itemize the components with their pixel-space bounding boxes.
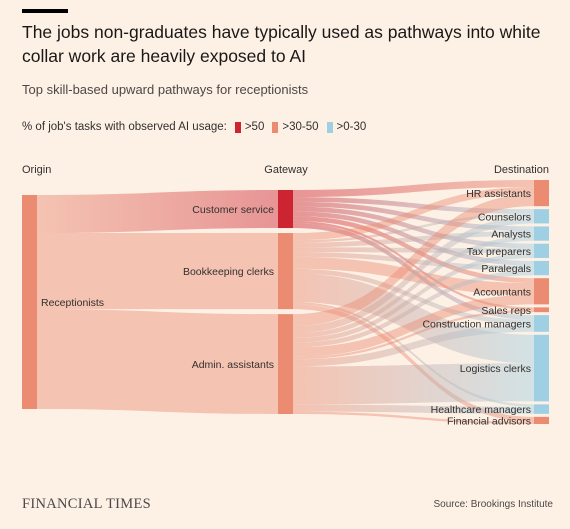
legend-label-high: >50 [244,121,265,133]
node-customer_service [278,190,293,229]
node-paralegals [534,260,549,276]
node-logistics [534,334,549,402]
node-accountants [534,278,549,305]
node-label-tax: Tax preparers [467,246,531,258]
node-hr [534,180,549,207]
node-label-construction: Construction managers [422,318,531,330]
node-sales [534,307,549,313]
legend-item-high: >50 [227,121,265,133]
node-label-hr: HR assistants [466,188,531,200]
flow-bookkeeping-to-counselors [293,213,534,243]
legend: % of job's tasks with observed AI usage:… [22,121,366,133]
legend-swatch-low [326,121,333,133]
flow-admin-to-sales [293,309,534,360]
flow-admin-to-construction [293,324,534,367]
legend-swatch-high [234,121,241,133]
node-counselors [534,209,549,224]
flow-admin-to-healthcare [293,404,534,414]
node-financial [534,416,549,424]
node-label-sales: Sales reps [481,305,531,317]
node-tax [534,243,549,258]
flow-admin-to-tax [293,253,534,343]
flow-admin-to-hr [293,194,534,327]
chart-title: The jobs non-graduates have typically us… [22,22,541,66]
legend-swatch-medium [272,121,279,133]
flow-admin-to-counselors [293,216,534,334]
node-label-analysts: Analysts [491,229,531,241]
flow-bookkeeping-to-logistics [293,273,534,364]
node-label-logistics: Logistics clerks [460,363,531,375]
node-receptionists [22,195,37,409]
node-analysts [534,226,549,241]
flow-customer_service-to-hr [293,180,534,198]
node-label-bookkeeping: Bookkeeping clerks [183,266,274,278]
flow-bookkeeping-to-financial [293,304,534,422]
node-label-admin: Admin. assistants [192,359,274,371]
column-header-0: Origin [22,164,51,176]
ft-logo: FINANCIAL TIMES [22,496,151,512]
flow-receptionists-to-customer_service [37,190,278,234]
legend-label-low: >0-30 [336,121,367,133]
flow-receptionists-to-bookkeeping [37,233,278,310]
legend-item-low: >0-30 [319,121,367,133]
legend-label: % of job's tasks with observed AI usage: [22,121,227,133]
node-label-counselors: Counselors [478,211,531,223]
legend-item-medium: >30-50 [264,121,319,133]
node-construction [534,315,549,332]
flow-receptionists-to-admin [37,309,278,414]
flow-bookkeeping-to-hr [293,187,534,241]
flow-admin-to-logistics [293,363,534,405]
legend-label-medium: >30-50 [282,121,319,133]
flow-bookkeeping-to-analysts [293,231,534,248]
ft-top-rule [22,9,68,13]
column-header-2: Destination [494,164,549,176]
flow-admin-to-accountants [293,294,534,357]
node-healthcare [534,404,549,414]
flow-admin-to-financial [293,411,534,424]
flow-admin-to-paralegals [293,270,534,348]
node-label-receptionists: Receptionists [41,297,104,309]
source-note: Source: Brookings Institute [433,499,553,510]
column-header-1: Gateway [264,164,308,176]
node-bookkeeping [278,233,293,310]
node-label-paralegals: Paralegals [481,263,531,275]
chart-subtitle: Top skill-based upward pathways for rece… [22,82,309,97]
node-label-financial: Financial advisors [447,415,531,427]
node-label-healthcare: Healthcare managers [431,404,531,416]
node-label-customer_service: Customer service [192,204,274,216]
node-admin [278,314,293,414]
flow-bookkeeping-to-healthcare [293,302,534,407]
node-label-accountants: Accountants [473,286,531,298]
flow-admin-to-analysts [293,235,534,338]
